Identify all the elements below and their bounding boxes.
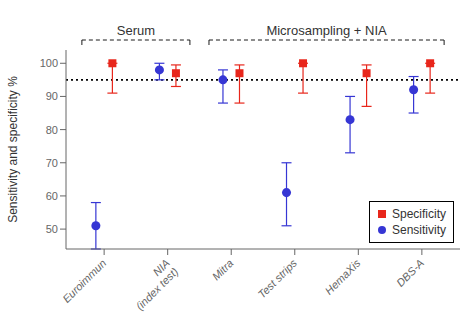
svg-text:Serum: Serum xyxy=(117,23,155,38)
svg-text:80: 80 xyxy=(46,124,58,136)
svg-text:50: 50 xyxy=(46,223,58,235)
svg-text:70: 70 xyxy=(46,157,58,169)
svg-text:Sensitivity and specificity %: Sensitivity and specificity % xyxy=(6,76,20,223)
svg-text:100: 100 xyxy=(40,57,58,69)
svg-text:DBS-A: DBS-A xyxy=(394,257,426,289)
svg-text:NIA(index test): NIA(index test) xyxy=(125,257,181,313)
svg-text:Mitra: Mitra xyxy=(210,257,236,283)
svg-text:Microsampling + NIA: Microsampling + NIA xyxy=(266,23,387,38)
svg-text:90: 90 xyxy=(46,90,58,102)
html-text:Sensitivity: Sensitivity xyxy=(392,223,446,237)
svg-text:Test strips: Test strips xyxy=(255,256,299,300)
svg-text:HemaXis: HemaXis xyxy=(323,256,363,296)
svg-text:60: 60 xyxy=(46,190,58,202)
svg-text:Euroimmun: Euroimmun xyxy=(60,257,108,305)
html-text:Specificity: Specificity xyxy=(392,207,446,221)
